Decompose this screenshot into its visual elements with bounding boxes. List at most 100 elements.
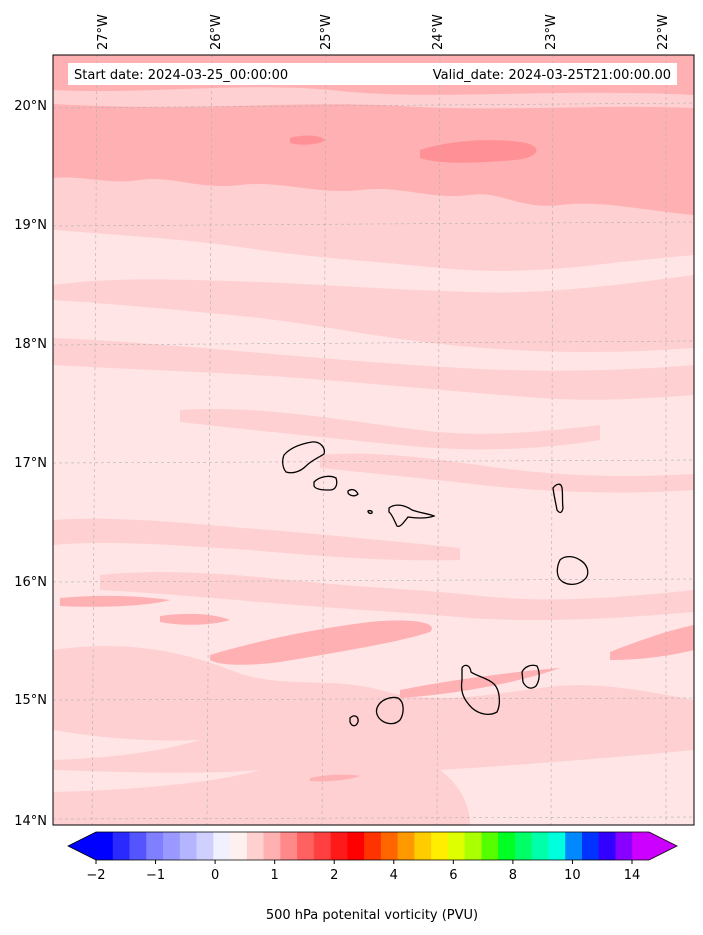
colorbar-tick-label: 2 xyxy=(330,868,338,883)
colorbar-swatch xyxy=(347,832,365,860)
colorbar-tick-label: −2 xyxy=(86,868,105,883)
pv-contour-mid-streak-4 xyxy=(100,572,694,620)
colorbar-swatch xyxy=(280,832,298,860)
longitude-labels: 27°W 26°W 25°W 24°W 23°W 22°W xyxy=(96,14,671,50)
island-santiago xyxy=(460,664,501,715)
island-brava xyxy=(349,715,359,727)
pv-contour-darker-3 xyxy=(400,668,560,698)
island-maio xyxy=(521,664,540,689)
colorbar-swatch xyxy=(632,832,650,860)
pv-contour-mid-streak-3 xyxy=(53,518,460,561)
lon-label-24w: 24°W xyxy=(431,14,446,50)
lon-label-22w: 22°W xyxy=(656,14,671,50)
colorbar-swatch xyxy=(414,832,432,860)
pv-contour-light-1 xyxy=(53,230,694,293)
map-frame xyxy=(52,54,695,826)
island-outlines xyxy=(282,441,589,727)
colorbar-swatch xyxy=(246,832,265,860)
colorbar-swatch xyxy=(514,832,533,860)
colorbar-extend-under xyxy=(68,832,96,860)
pv-contour-low-light-3 xyxy=(440,750,694,825)
pv-contour-top-core-2 xyxy=(290,135,325,145)
colorbar-swatch xyxy=(481,832,499,860)
latitude-labels: 20°N 19°N 18°N 17°N 16°N 15°N 14°N xyxy=(14,99,47,829)
colorbar-tick-label: 14 xyxy=(624,868,641,883)
colorbar-swatch xyxy=(498,832,516,860)
colorbar-swatch xyxy=(615,832,633,860)
island-ilheu xyxy=(367,509,373,515)
colorbar-title: 500 hPa potenital vorticity (PVU) xyxy=(266,908,478,923)
colorbar-swatch xyxy=(297,832,315,860)
colorbar-swatch xyxy=(179,832,198,860)
colorbar-swatch xyxy=(96,832,114,860)
lon-label-26w: 26°W xyxy=(209,14,224,50)
island-sal xyxy=(552,483,564,514)
colorbar-extend-over xyxy=(649,832,677,860)
pv-contour-mid-streak-2 xyxy=(320,453,694,493)
colorbar-swatch xyxy=(447,832,466,860)
colorbar-swatch xyxy=(112,832,131,860)
island-sao-vicente xyxy=(313,475,338,491)
lat-label-18n: 18°N xyxy=(14,337,47,352)
colorbar-ticks: −2 −1 0 1 2 4 6 8 10 14 xyxy=(86,860,640,883)
lat-label-16n: 16°N xyxy=(14,575,47,590)
map-gridlines xyxy=(53,55,694,825)
start-date-text: Start date: 2024-03-25_00:00:00 xyxy=(74,68,288,83)
colorbar-swatch xyxy=(565,832,583,860)
pv-contour-light-2 xyxy=(53,300,694,371)
island-santa-luzia xyxy=(347,488,359,497)
colorbar-swatch xyxy=(431,832,449,860)
colorbar-swatch xyxy=(464,832,482,860)
colorbar-tick-label: 1 xyxy=(271,868,279,883)
pv-contour-top-light-strip xyxy=(53,87,694,109)
colorbar-swatch xyxy=(146,832,164,860)
colorbar-outline xyxy=(67,831,678,861)
colorbar-swatch xyxy=(380,832,399,860)
colorbar-swatch xyxy=(213,832,231,860)
colorbar xyxy=(67,831,678,861)
colorbar-tick-label: 6 xyxy=(449,868,457,883)
colorbar-swatch xyxy=(531,832,549,860)
colorbar-swatch xyxy=(163,832,181,860)
island-fogo xyxy=(375,696,404,725)
colorbar-tick-label: 4 xyxy=(390,868,398,883)
date-info-box: Start date: 2024-03-25_00:00:00 Valid_da… xyxy=(68,63,677,85)
pv-contour-top-core xyxy=(420,140,537,163)
island-boa-vista xyxy=(556,555,589,585)
colorbar-tick-label: 8 xyxy=(509,868,517,883)
colorbar-swatch xyxy=(330,832,348,860)
map-panel xyxy=(53,55,694,825)
colorbar-swatch xyxy=(548,832,566,860)
pv-contour-low-light-2 xyxy=(53,770,260,792)
pv-contour-darker-2 xyxy=(210,620,432,665)
lon-label-23w: 23°W xyxy=(544,14,559,50)
lat-label-20n: 20°N xyxy=(14,99,47,114)
lon-label-27w: 27°W xyxy=(96,14,111,50)
colorbar-swatch xyxy=(196,832,214,860)
pv-contour-darker-1 xyxy=(60,595,170,607)
lon-label-25w: 25°W xyxy=(319,14,334,50)
valid-date-text: Valid_date: 2024-03-25T21:00:00.00 xyxy=(433,68,671,83)
colorbar-tick-label: −1 xyxy=(146,868,165,883)
pv-contour-darker-5 xyxy=(160,613,230,625)
lat-label-19n: 19°N xyxy=(14,218,47,233)
colorbar-swatch xyxy=(364,832,382,860)
colorbar-tick-label: 10 xyxy=(564,868,581,883)
lat-label-17n: 17°N xyxy=(14,456,47,471)
island-sao-nicolau xyxy=(388,504,436,528)
pv-contour-low-light-1 xyxy=(53,730,200,760)
colorbar-swatch xyxy=(598,832,616,860)
lat-label-14n: 14°N xyxy=(14,814,47,829)
pv-contour-mid-streak-1 xyxy=(180,409,600,450)
lat-label-15n: 15°N xyxy=(14,693,47,708)
pv-contour-darker-4 xyxy=(610,625,694,660)
colorbar-swatch xyxy=(397,832,415,860)
colorbar-swatch xyxy=(263,832,281,860)
colorbar-swatch xyxy=(313,832,332,860)
colorbar-swatch xyxy=(230,832,248,860)
colorbar-swatch xyxy=(129,832,147,860)
colorbar-swatch xyxy=(581,832,600,860)
colorbar-tick-label: 0 xyxy=(211,868,219,883)
island-santo-antao xyxy=(282,441,326,474)
